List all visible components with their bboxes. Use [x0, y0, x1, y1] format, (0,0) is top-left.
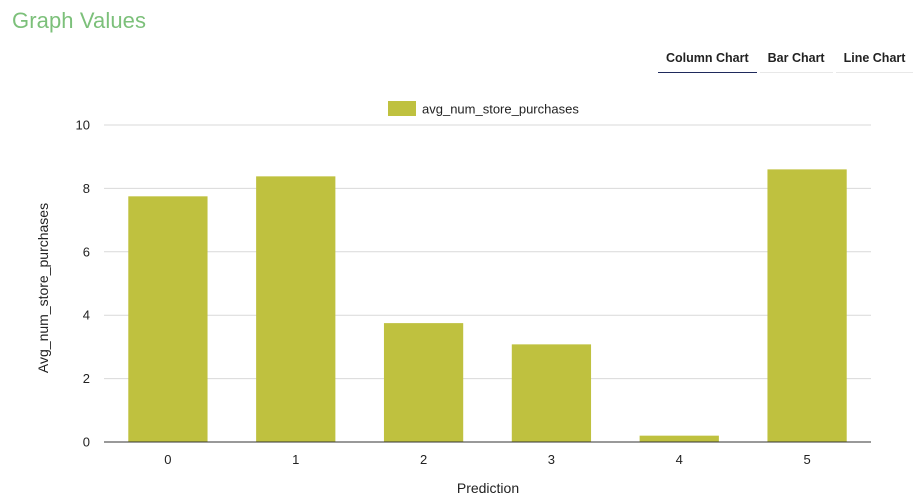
- bar-4[interactable]: [639, 435, 719, 442]
- legend[interactable]: avg_num_store_purchases: [388, 101, 579, 117]
- x-tick-label: 3: [548, 452, 555, 467]
- y-tick-label: 6: [83, 244, 90, 259]
- y-tick-label: 2: [83, 371, 90, 386]
- y-axis-label: Avg_num_store_purchases: [35, 203, 51, 373]
- bar-1[interactable]: [256, 176, 336, 442]
- y-tick-label: 10: [76, 118, 90, 133]
- bar-2[interactable]: [383, 323, 464, 442]
- chart-type-tabs: Column Chart Bar Chart Line Chart: [658, 44, 914, 74]
- tab-column-chart[interactable]: Column Chart: [658, 44, 757, 73]
- x-tick-labels: 0 1 2 3 4 5: [164, 452, 810, 467]
- x-tick-label: 0: [164, 452, 171, 467]
- page-title: Graph Values: [12, 8, 147, 33]
- y-tick-label: 8: [83, 181, 90, 196]
- x-tick-label: 5: [803, 452, 810, 467]
- chart-container: 0 2 4 6 8 10 0 1 2 3 4 5 avg_num_store_purchases A…: [0, 90, 916, 501]
- y-tick-labels: 0 2 4 6 8 10: [76, 118, 90, 450]
- y-tick-label: 0: [83, 435, 90, 450]
- column-chart: 0 2 4 6 8 10 0 1 2 3 4 5 avg_num_store_purchases A…: [35, 101, 871, 496]
- legend-swatch: [388, 101, 416, 116]
- x-axis-label: Prediction: [457, 480, 519, 496]
- legend-label: avg_num_store_purchases: [422, 102, 579, 117]
- y-tick-label: 4: [83, 308, 90, 323]
- x-tick-label: 1: [292, 452, 299, 467]
- tab-line-chart[interactable]: Line Chart: [835, 44, 914, 73]
- gridlines: [104, 124, 871, 380]
- tab-bar-chart[interactable]: Bar Chart: [759, 44, 833, 73]
- bar-0[interactable]: [128, 196, 208, 442]
- x-tick-label: 2: [420, 452, 427, 467]
- bars: [128, 169, 847, 442]
- bar-3[interactable]: [511, 344, 592, 442]
- x-tick-label: 4: [676, 452, 683, 467]
- bar-5[interactable]: [767, 169, 847, 442]
